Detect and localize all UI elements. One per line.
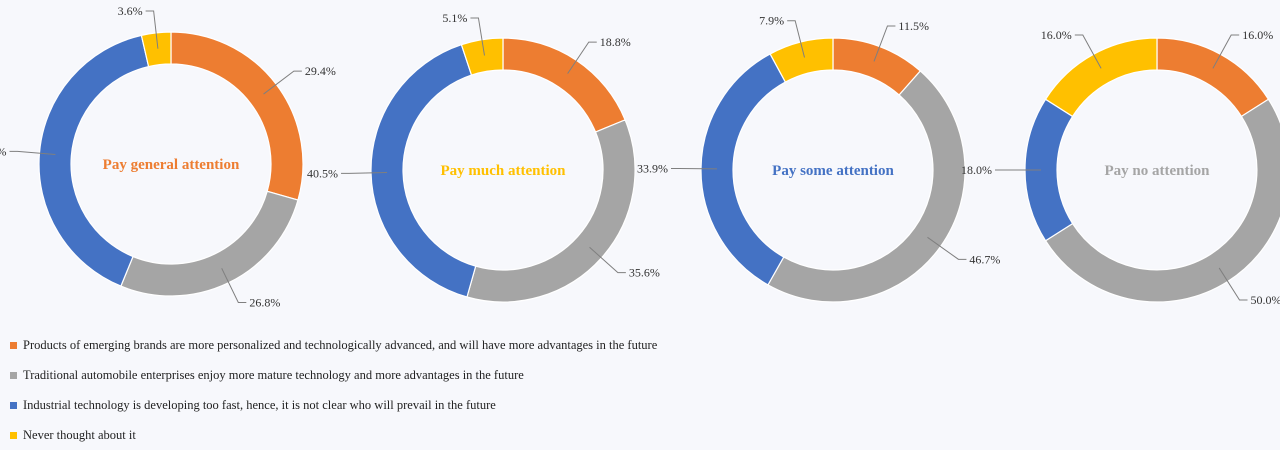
donut-2-center-label: Pay much attention bbox=[441, 163, 567, 179]
donut-2-slice-traditional bbox=[467, 120, 635, 302]
donut-3-data-label: 33.9% bbox=[637, 162, 668, 176]
legend-label: Never thought about it bbox=[23, 420, 136, 450]
donut-4-data-label: 50.0% bbox=[1251, 293, 1280, 307]
donut-4-slice-never bbox=[1046, 38, 1157, 116]
donut-4-data-label: 18.0% bbox=[961, 163, 992, 177]
donut-3-center-label: Pay some attention bbox=[772, 163, 894, 179]
donut-3-data-label: 7.9% bbox=[759, 14, 784, 28]
legend-item-emerging-brands: Products of emerging brands are more per… bbox=[10, 330, 657, 360]
legend-item-traditional: Traditional automobile enterprises enjoy… bbox=[10, 360, 657, 390]
donut-4-data-label: 16.0% bbox=[1242, 28, 1273, 42]
donut-4-center-label: Pay no attention bbox=[1105, 163, 1211, 179]
donut-1-slice-traditional bbox=[121, 191, 298, 296]
donut-2-slice-emerging bbox=[503, 38, 625, 132]
legend-label: Products of emerging brands are more per… bbox=[23, 330, 657, 360]
donut-1-data-label: 40.2% bbox=[0, 144, 7, 158]
legend: Products of emerging brands are more per… bbox=[10, 330, 657, 450]
donut-4-slice-traditional bbox=[1046, 99, 1280, 302]
donut-charts: 29.4% 26.8% 40.2% 3.6% Pay general attention… bbox=[0, 0, 1280, 320]
legend-swatch-yellow bbox=[10, 432, 17, 439]
donut-1-slice-emerging bbox=[171, 32, 303, 200]
legend-item-unclear: Industrial technology is developing too … bbox=[10, 390, 657, 420]
legend-swatch-gray bbox=[10, 372, 17, 379]
donut-1-data-label: 3.6% bbox=[118, 4, 143, 18]
donut-2-data-label: 5.1% bbox=[442, 11, 467, 25]
legend-label: Traditional automobile enterprises enjoy… bbox=[23, 360, 524, 390]
legend-swatch-orange bbox=[10, 342, 17, 349]
legend-item-never-thought: Never thought about it bbox=[10, 420, 657, 450]
donut-2-data-label: 35.6% bbox=[629, 266, 660, 280]
donut-1-data-label: 26.8% bbox=[249, 296, 280, 310]
donut-3-data-label: 11.5% bbox=[898, 19, 929, 33]
legend-swatch-blue bbox=[10, 402, 17, 409]
donut-2-data-label: 18.8% bbox=[600, 35, 631, 49]
donut-2-data-label: 40.5% bbox=[307, 166, 338, 180]
legend-label: Industrial technology is developing too … bbox=[23, 390, 496, 420]
donut-4-slice-emerging bbox=[1157, 38, 1268, 116]
donut-4-data-label: 16.0% bbox=[1041, 28, 1072, 42]
donut-1-data-label: 29.4% bbox=[305, 64, 336, 78]
donut-3-data-label: 46.7% bbox=[969, 252, 1000, 266]
donut-3-slice-traditional bbox=[768, 71, 965, 302]
donut-1-center-label: Pay general attention bbox=[103, 157, 240, 173]
